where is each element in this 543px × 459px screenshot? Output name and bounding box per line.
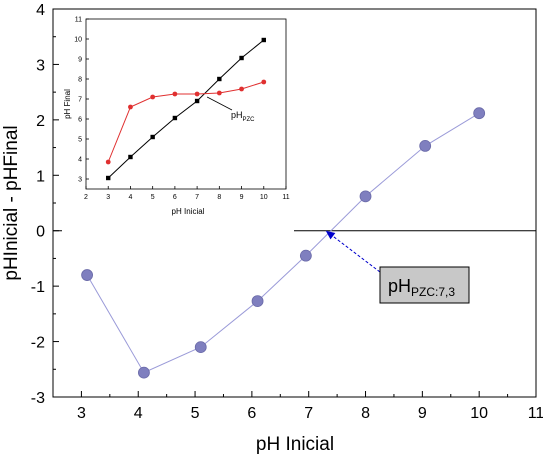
inset-x-tick-label: 7	[195, 194, 199, 201]
y-tick-label: -2	[31, 335, 45, 352]
pzc-arrow-line	[332, 235, 381, 273]
inset-pzc-label-main: pH	[231, 110, 243, 120]
x-tick-label: 6	[247, 405, 256, 422]
inset-data-point-circle	[150, 94, 156, 100]
inset-x-tick-label: 5	[151, 194, 155, 201]
inset-data-point-square	[261, 37, 266, 43]
y-tick-label: 2	[36, 113, 45, 130]
inset-plot-frame	[85, 18, 287, 190]
inset-chart: 3 4 5 6 7 8 9 10 11 2 3 4 5 6 7 8 9 10 11 pH Inicial pH F…	[62, 14, 294, 234]
inset-series	[105, 37, 267, 181]
inset-x-axis-label: pH Inicial	[172, 207, 205, 216]
y-tick-label: -3	[31, 390, 45, 407]
main-y-ticks: -3 -2 -1 0 1 2 3 4	[31, 2, 59, 407]
pzc-label-main: pH	[388, 276, 411, 296]
y-tick-label: -1	[31, 279, 45, 296]
inset-y-tick-label: 3	[78, 177, 82, 184]
x-tick-label: 3	[77, 405, 86, 422]
inset-x-tick-label: 3	[106, 194, 110, 201]
inset-data-point-circle	[239, 86, 244, 92]
y-tick-label: 0	[36, 224, 45, 241]
main-data-point	[251, 295, 264, 308]
inset-data-point-circle	[105, 159, 111, 165]
inset-data-point-circle	[261, 79, 267, 85]
inset-data-point-square	[106, 175, 111, 181]
inset-y-tick-label: 6	[78, 117, 82, 124]
pzc-label: pHPZC:7,3	[388, 276, 455, 299]
inset-data-point-square	[239, 55, 244, 61]
inset-y-tick-label: 10	[74, 37, 82, 44]
x-tick-label: 10	[470, 405, 488, 422]
y-tick-label: 1	[36, 168, 45, 185]
inset-x-tick-label: 4	[128, 194, 132, 201]
inset-data-point-square	[172, 115, 178, 121]
inset-x-tick-label: 2	[84, 194, 88, 201]
inset-series-line	[107, 81, 264, 163]
inset-data-point-circle	[194, 91, 200, 97]
inset-data-point-square	[150, 134, 155, 140]
inset-data-point-circle	[128, 104, 133, 110]
inset-data-point-square	[194, 98, 200, 104]
inset-data-point-circle	[172, 91, 178, 97]
inset-y-axis-label: pH Final	[63, 89, 72, 119]
main-data-point	[194, 341, 207, 354]
inset-y-ticks: 3 4 5 6 7 8 9 10 11	[74, 17, 89, 184]
pzc-arrow-head	[325, 230, 336, 240]
pzc-label-sub: PZC:7,3	[411, 285, 455, 299]
main-data-point	[359, 190, 372, 203]
main-data-point	[419, 140, 432, 152]
main-series	[81, 107, 486, 379]
main-data-point	[81, 269, 93, 281]
x-tick-label: 11	[528, 405, 543, 422]
inset-x-tick-label: 9	[240, 194, 244, 201]
inset-data-point-square	[217, 76, 222, 82]
x-tick-label: 5	[191, 405, 200, 422]
x-tick-label: 8	[361, 405, 370, 422]
inset-y-tick-label: 7	[78, 97, 82, 104]
inset-y-tick-label: 4	[78, 157, 82, 164]
inset-y-tick-label: 5	[78, 137, 82, 144]
inset-pzc-label: pHPZC	[231, 110, 255, 123]
y-tick-label: 3	[36, 57, 45, 74]
main-x-axis-label: pH Inicial	[256, 434, 334, 455]
y-tick-label: 4	[36, 2, 45, 19]
inset-x-tick-label: 10	[260, 194, 268, 201]
main-series-line	[86, 112, 480, 374]
x-tick-label: 9	[418, 405, 427, 422]
x-tick-label: 4	[134, 405, 143, 422]
inset-background	[62, 14, 294, 234]
inset-series-line	[107, 39, 265, 179]
inset-pzc-label-sub: PZC	[243, 117, 256, 123]
main-y-axis-label: pHInicial - pHFinal	[1, 125, 22, 280]
pzc-annotation: pHPZC:7,3	[325, 230, 470, 304]
inset-x-tick-label: 8	[217, 194, 221, 201]
inset-data-point-square	[128, 154, 133, 160]
pzc-label-box	[379, 266, 470, 304]
inset-data-point-circle	[216, 90, 222, 96]
main-x-ticks: 3 4 5 6 7 8 9 10 11	[77, 391, 543, 422]
inset-pzc-pointer	[206, 96, 233, 111]
inset-y-tick-label: 8	[78, 77, 82, 84]
x-tick-label: 7	[304, 405, 313, 422]
main-data-point	[473, 107, 486, 120]
main-data-point	[138, 366, 150, 379]
inset-x-tick-label: 11	[282, 194, 289, 201]
main-data-point	[299, 249, 312, 262]
inset-y-tick-label: 11	[75, 17, 82, 24]
inset-x-tick-label: 6	[173, 194, 177, 201]
inset-x-ticks: 2 3 4 5 6 7 8 9 10 11	[84, 186, 290, 201]
inset-y-tick-label: 9	[78, 57, 82, 64]
